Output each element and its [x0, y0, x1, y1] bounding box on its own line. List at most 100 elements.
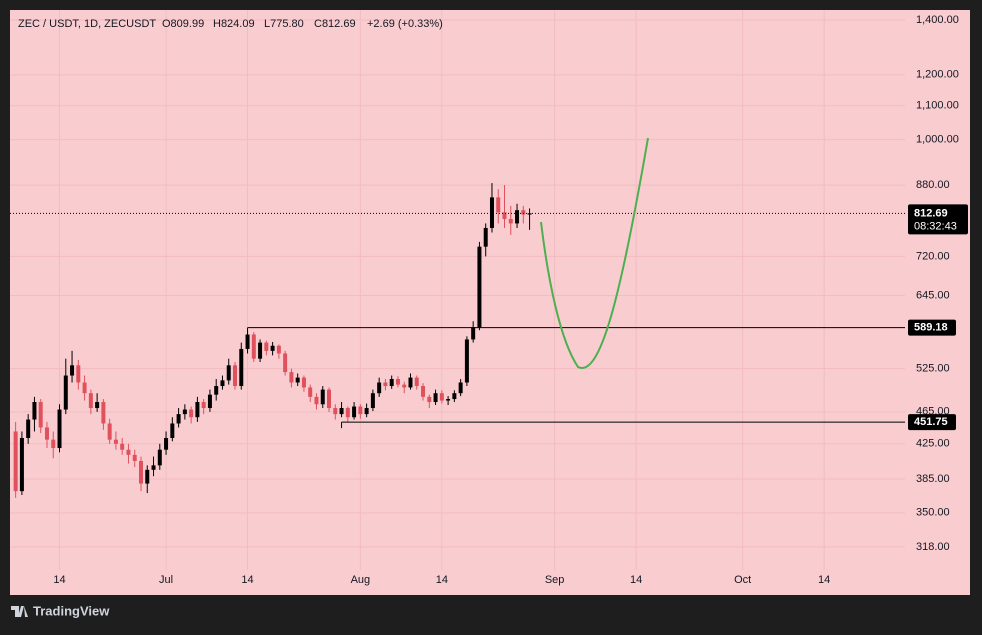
candle-body: [26, 419, 31, 438]
candle-body: [88, 393, 93, 409]
y-tick-label: 1,200.00: [916, 69, 959, 81]
candle-body: [270, 345, 275, 351]
candle-body: [364, 408, 369, 415]
candle-body: [471, 327, 476, 340]
countdown-label: 08:32:43: [914, 220, 957, 232]
candle-body: [182, 409, 187, 415]
y-tick-label: 1,100.00: [916, 100, 959, 112]
candle-body: [157, 449, 162, 466]
x-tick-label: 14: [630, 574, 642, 586]
candle-body: [19, 437, 24, 492]
candle-body: [427, 396, 432, 403]
candle-body: [63, 375, 68, 410]
y-tick-label: 720.00: [916, 250, 950, 262]
candle-body: [13, 431, 18, 492]
candle-body: [233, 365, 238, 387]
ohlc-close: C812.69: [314, 18, 356, 30]
last-price-box: [908, 204, 968, 235]
candle-body: [301, 377, 306, 388]
candle-body: [421, 386, 426, 397]
candle-body: [44, 427, 49, 440]
candle-body: [402, 384, 407, 388]
drawing-curve: [540, 137, 649, 369]
candle-body: [383, 382, 388, 387]
y-tick-label: 1,000.00: [916, 134, 959, 146]
candle-body: [57, 409, 62, 449]
candle-body: [483, 227, 488, 247]
candle-body: [70, 365, 75, 376]
candle-body: [408, 377, 413, 388]
candle-body: [132, 454, 137, 461]
candle-body: [327, 389, 332, 409]
candle-body: [496, 197, 501, 213]
candle-body: [107, 423, 112, 440]
candle-body: [51, 439, 56, 449]
candle-body: [76, 365, 81, 383]
candle-body: [239, 348, 244, 387]
x-tick-label: 14: [436, 574, 448, 586]
candle-body: [515, 210, 520, 224]
y-tick-label: 425.00: [916, 438, 950, 450]
candle-body: [452, 393, 457, 400]
grid: [10, 10, 905, 570]
candle-body: [320, 389, 325, 405]
candle-body: [164, 437, 169, 450]
chart-background: [10, 10, 970, 595]
x-tick-label: 14: [53, 574, 65, 586]
price-label-box: [908, 319, 956, 336]
plot: [10, 183, 905, 498]
candle-body: [345, 408, 350, 418]
candle-body: [308, 387, 313, 397]
candle-body: [339, 408, 344, 415]
candle-body: [138, 460, 143, 484]
y-tick-label: 525.00: [916, 363, 950, 375]
candle-body: [458, 382, 463, 394]
x-tick-label: 14: [241, 574, 253, 586]
x-tick-label: Sep: [545, 574, 565, 586]
candle-body: [220, 380, 225, 387]
y-tick-label: 318.00: [916, 541, 950, 553]
candle-body: [245, 334, 250, 349]
candle-body: [207, 394, 212, 409]
candle-body: [389, 378, 394, 387]
candle-body: [489, 197, 494, 228]
candle-body: [446, 399, 451, 401]
candle-body: [276, 345, 281, 354]
candle-body: [176, 414, 181, 424]
candle-body: [113, 439, 118, 444]
ohlc-low: L775.80: [264, 18, 304, 30]
candle-body: [377, 382, 382, 394]
chart-title: ZEC / USDT, 1D, ZECUSDT: [18, 18, 156, 30]
candle-body: [201, 402, 206, 409]
candle-body: [414, 377, 419, 387]
candle-body: [264, 342, 269, 351]
y-tick-label: 1,400.00: [916, 14, 959, 26]
change: +2.69 (+0.33%): [367, 18, 443, 30]
price-label: 589.18: [914, 322, 948, 334]
x-tick-label: Aug: [351, 574, 371, 586]
candle-body: [120, 443, 125, 450]
x-tick-label: Jul: [159, 574, 173, 586]
y-tick-label: 880.00: [916, 179, 950, 191]
candle-body: [395, 378, 400, 385]
candle-body: [502, 212, 507, 219]
candle-body: [352, 406, 357, 418]
candle-body: [151, 465, 156, 470]
candle-body: [145, 469, 150, 484]
candle-body: [195, 402, 200, 418]
candle-body: [439, 393, 444, 401]
candle-body: [126, 449, 131, 455]
logo: [11, 606, 28, 617]
y-tick-label: 385.00: [916, 473, 950, 485]
candle-body: [251, 334, 256, 359]
y-tick-label: 645.00: [916, 289, 950, 301]
candle-body: [101, 402, 106, 424]
last-price-label: 812.69: [914, 207, 948, 219]
candle-body: [189, 409, 194, 418]
candle-body: [508, 218, 513, 224]
y-tick-label: 350.00: [916, 507, 950, 519]
x-tick-label: 14: [818, 574, 830, 586]
candle-body: [95, 402, 100, 409]
labels: ZEC / USDT, 1D, ZECUSDT O809.99 H824.09 …: [18, 14, 968, 586]
